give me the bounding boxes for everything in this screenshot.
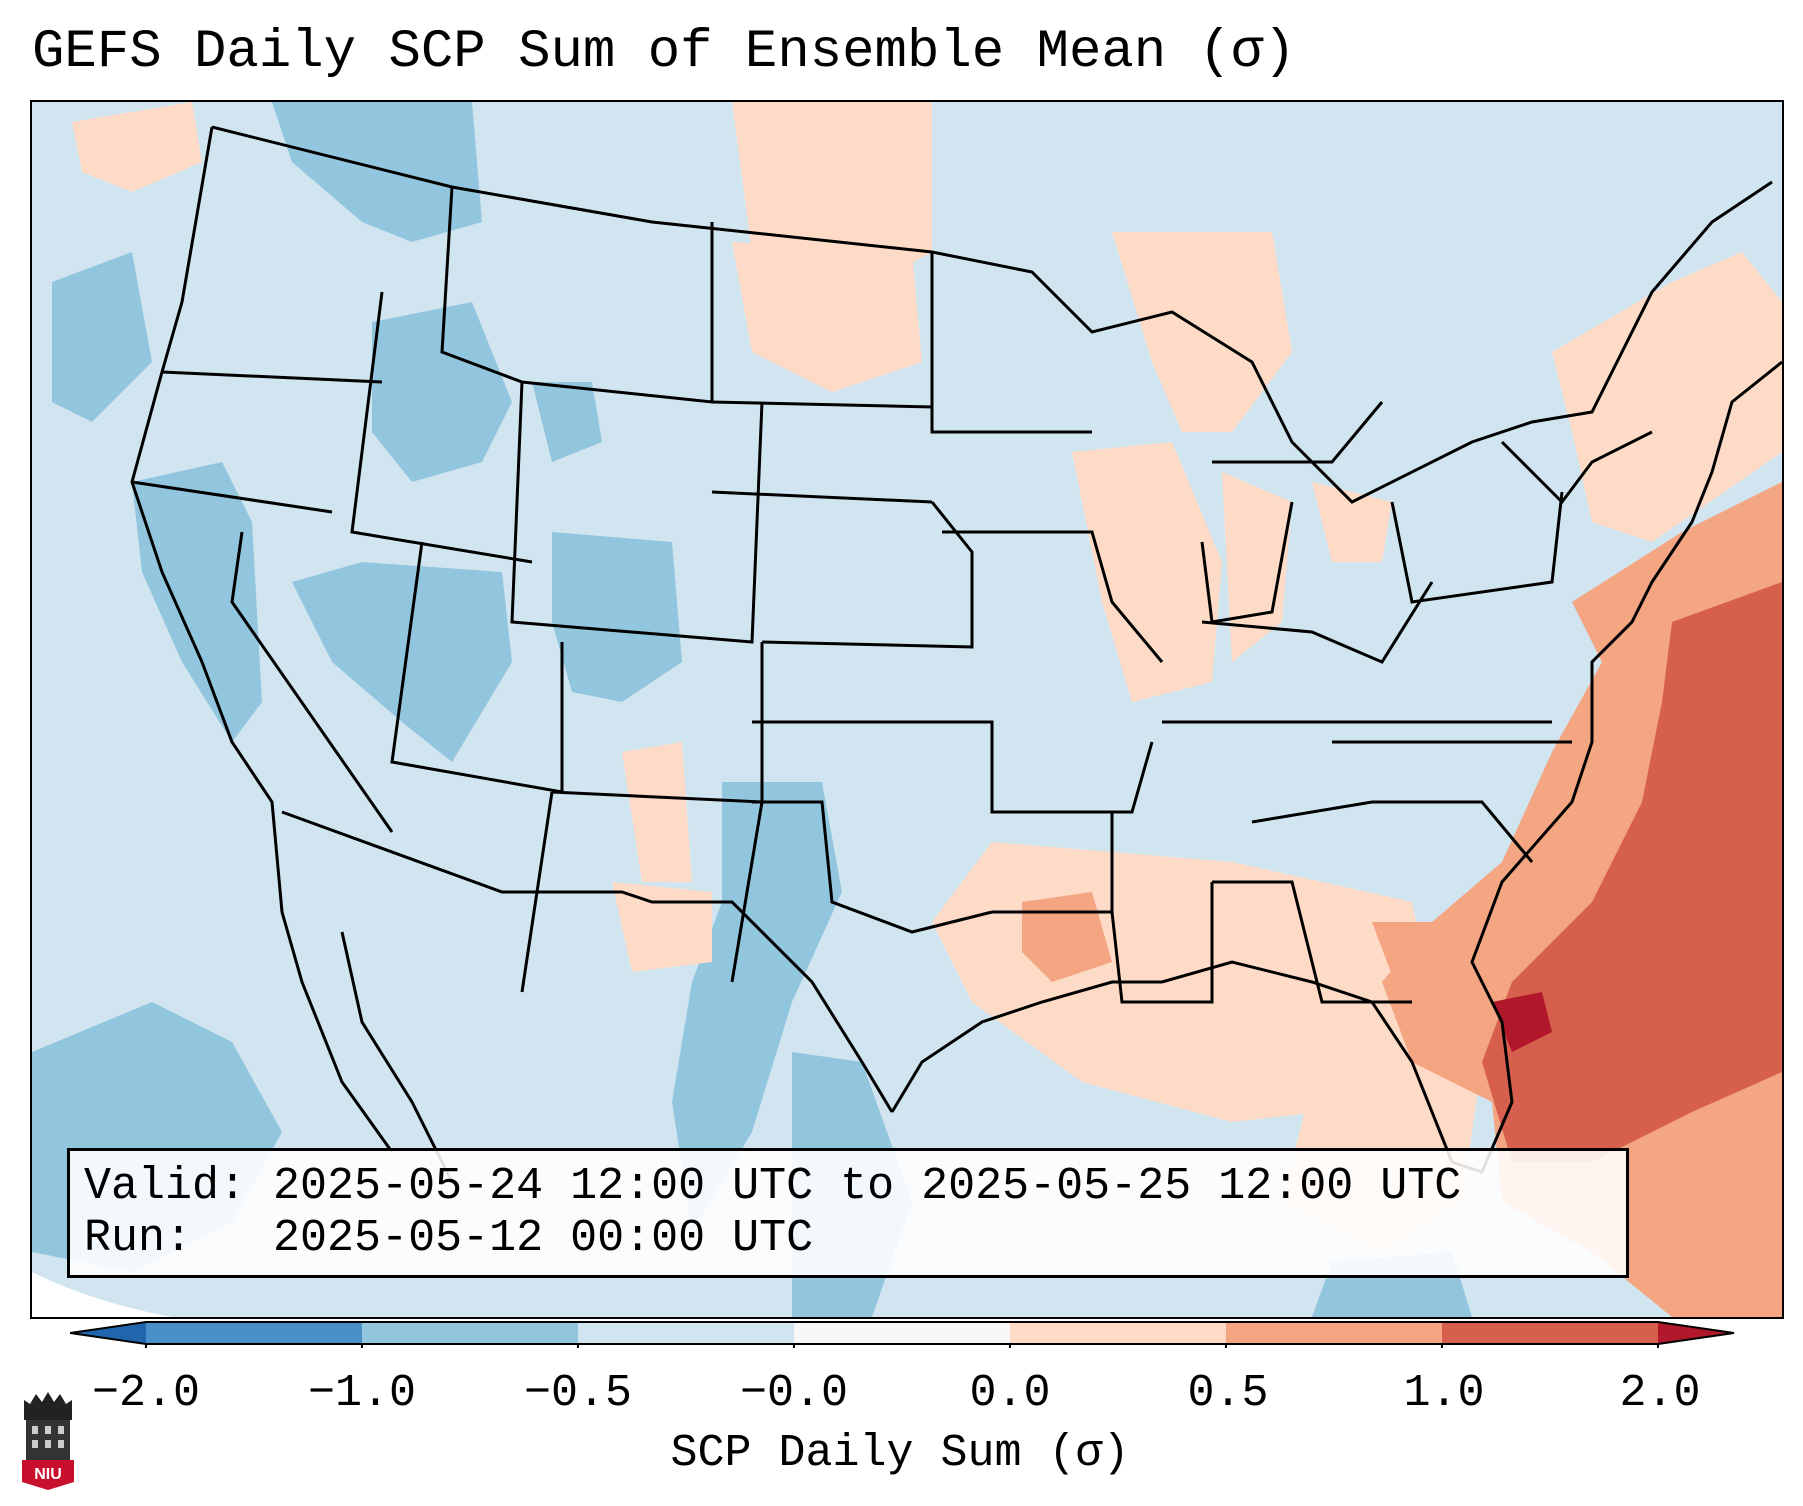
- peak-positive-areas: [1492, 992, 1552, 1052]
- red-area-atlantic: [1482, 582, 1782, 1162]
- strong-positive-areas: [1482, 582, 1782, 1162]
- colorbar: [70, 1321, 1735, 1348]
- blue-area-nevada-utah: [292, 562, 512, 762]
- lred-area-illinois: [1072, 442, 1222, 702]
- state-line-ia-mo: [942, 530, 1164, 663]
- canada-border: [211, 125, 1773, 504]
- state-line-ca-nv: [230, 531, 394, 833]
- run-label: Run:: [84, 1213, 193, 1264]
- blue-area-texas: [672, 782, 842, 1232]
- projection-edge: [32, 1272, 172, 1317]
- map-panel: [30, 100, 1784, 1319]
- colorbar-tick: −0.0: [739, 1368, 849, 1419]
- dark-red-area-peak: [1492, 992, 1552, 1052]
- colorbar-tick: 1.0: [1403, 1368, 1485, 1419]
- university-seal-icon: NIU: [22, 1392, 74, 1490]
- baja-coast: [340, 931, 454, 1183]
- lred-area-new-mexico: [622, 742, 692, 882]
- state-line-mn-ia: [930, 252, 1092, 434]
- colorbar-tick: −1.0: [307, 1368, 417, 1419]
- lred-area-indiana: [1222, 472, 1292, 662]
- blue-area-idaho: [372, 302, 512, 482]
- valid-line: Valid: 2025-05-24 12:00 UTC to 2025-05-2…: [84, 1161, 1461, 1212]
- colorbar-label: SCP Daily Sum (σ): [670, 1428, 1130, 1479]
- state-line-ny-ne: [1500, 430, 1653, 505]
- state-line-wy-co: [510, 381, 764, 644]
- colorbar-segment: [362, 1322, 578, 1344]
- blue-area-california: [132, 462, 262, 742]
- state-line-wa-or: [161, 370, 383, 384]
- colorbar-segment: [578, 1322, 794, 1344]
- valid-label: Valid:: [84, 1161, 247, 1212]
- state-line-sd-ne: [711, 490, 933, 504]
- boundary-lines: [130, 125, 1782, 1183]
- state-line-ne-ks: [761, 501, 974, 649]
- blue-area-colorado: [552, 532, 682, 702]
- colorbar-tick: −0.5: [523, 1368, 633, 1419]
- map-svg: [32, 102, 1782, 1317]
- chart-title: GEFS Daily SCP Sum of Ensemble Mean (σ): [32, 22, 1296, 83]
- state-line-ok-tx: [752, 800, 993, 934]
- blue-area-offshore: [52, 252, 152, 422]
- lred-area-north: [72, 102, 202, 192]
- lred-area-coast: [1552, 252, 1782, 542]
- state-line-id: [350, 291, 533, 564]
- valid-value: 2025-05-24 12:00 UTC to 2025-05-25 12:00…: [273, 1161, 1462, 1212]
- colorbar-tick: 0.5: [1187, 1368, 1269, 1419]
- colorbar-segment: [1226, 1322, 1442, 1344]
- run-value: 2025-05-12 00:00 UTC: [273, 1213, 814, 1264]
- colorbar-tick: 0.0: [969, 1368, 1051, 1419]
- colorbar-segment: [1442, 1322, 1658, 1344]
- blue-area-pacnw: [272, 102, 482, 242]
- mexico-border: [281, 810, 894, 1113]
- state-line-mi: [1212, 401, 1384, 464]
- state-line-il-in: [1200, 501, 1294, 624]
- state-line-nm-tx: [730, 801, 764, 983]
- lred-area-dakotas: [732, 242, 922, 392]
- colorbar-tick: −2.0: [91, 1368, 201, 1419]
- state-line-ms-al: [1110, 882, 1214, 1004]
- lred-area-ohio: [1312, 482, 1392, 562]
- state-line-or-ca: [131, 480, 333, 514]
- state-line-ga: [1212, 880, 1412, 1004]
- state-line-az-nm: [520, 791, 554, 993]
- state-line-ut: [390, 541, 564, 794]
- pacific-coast: [130, 126, 394, 1153]
- colorbar-segment: [146, 1322, 362, 1344]
- state-line-oh-pa: [1390, 491, 1564, 604]
- blue-area-wyoming: [532, 382, 602, 462]
- lred-area-texas-east: [612, 882, 712, 972]
- state-line-ky-oh: [1201, 581, 1434, 664]
- colorbar-extension-low: [70, 1322, 146, 1344]
- logo-text: NIU: [34, 1466, 62, 1483]
- state-line-nc-sc: [1251, 800, 1534, 863]
- colorbar-extension-high: [1658, 1322, 1734, 1344]
- state-line-mo-ar: [990, 722, 1154, 814]
- mred-area-georgia: [1372, 922, 1452, 1002]
- valid-run-info-box: Valid: 2025-05-24 12:00 UTC to 2025-05-2…: [67, 1148, 1629, 1278]
- colorbar-segment: [794, 1322, 1010, 1344]
- colorbar-tick: 2.0: [1619, 1368, 1701, 1419]
- run-line: Run: 2025-05-12 00:00 UTC: [84, 1213, 813, 1264]
- mred-area-louisiana: [1022, 892, 1112, 982]
- colorbar-segment: [1010, 1322, 1226, 1344]
